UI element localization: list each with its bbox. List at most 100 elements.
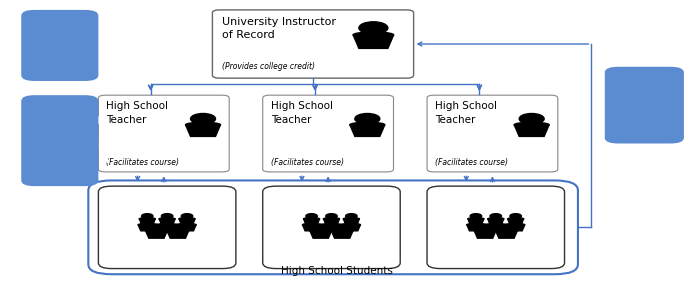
- Ellipse shape: [474, 230, 496, 232]
- Ellipse shape: [506, 224, 525, 226]
- Circle shape: [345, 219, 358, 224]
- Polygon shape: [167, 231, 188, 238]
- Ellipse shape: [324, 218, 339, 220]
- Ellipse shape: [350, 122, 385, 127]
- Ellipse shape: [467, 224, 485, 226]
- FancyBboxPatch shape: [99, 95, 229, 172]
- Ellipse shape: [179, 218, 195, 220]
- Ellipse shape: [178, 224, 196, 226]
- Circle shape: [325, 219, 338, 224]
- Ellipse shape: [310, 230, 331, 232]
- Circle shape: [335, 224, 350, 231]
- FancyBboxPatch shape: [213, 10, 413, 78]
- Polygon shape: [331, 231, 353, 238]
- FancyBboxPatch shape: [88, 181, 578, 274]
- Polygon shape: [350, 125, 385, 136]
- Text: Ongoing
support and
communication
with teachers: Ongoing support and communication with t…: [18, 21, 101, 70]
- Text: Finalized
assignments
submitted
to university: Finalized assignments submitted to unive…: [609, 80, 680, 130]
- Ellipse shape: [139, 218, 155, 220]
- Circle shape: [305, 219, 318, 224]
- Ellipse shape: [496, 230, 518, 232]
- Ellipse shape: [146, 230, 167, 232]
- Polygon shape: [139, 219, 155, 224]
- Polygon shape: [514, 125, 549, 136]
- FancyBboxPatch shape: [21, 95, 99, 186]
- Circle shape: [190, 113, 215, 124]
- Circle shape: [355, 113, 380, 124]
- Ellipse shape: [508, 218, 524, 220]
- Polygon shape: [474, 231, 496, 238]
- Text: High School
Teacher: High School Teacher: [106, 101, 168, 125]
- Ellipse shape: [514, 122, 549, 127]
- Ellipse shape: [342, 224, 360, 226]
- Circle shape: [161, 219, 174, 224]
- Polygon shape: [322, 225, 341, 231]
- Polygon shape: [506, 225, 525, 231]
- Text: High School Students: High School Students: [281, 266, 393, 276]
- Polygon shape: [324, 219, 339, 224]
- Circle shape: [149, 224, 164, 231]
- Polygon shape: [353, 35, 394, 49]
- FancyBboxPatch shape: [263, 95, 393, 172]
- Polygon shape: [178, 225, 196, 231]
- Circle shape: [490, 214, 502, 218]
- Circle shape: [161, 214, 173, 218]
- Circle shape: [489, 219, 502, 224]
- Circle shape: [313, 224, 328, 231]
- Polygon shape: [179, 219, 195, 224]
- Circle shape: [170, 224, 186, 231]
- Ellipse shape: [304, 218, 319, 220]
- Circle shape: [181, 219, 193, 224]
- Ellipse shape: [331, 230, 353, 232]
- Circle shape: [306, 214, 317, 218]
- Polygon shape: [138, 225, 157, 231]
- Circle shape: [469, 219, 482, 224]
- Polygon shape: [159, 219, 175, 224]
- Ellipse shape: [344, 218, 359, 220]
- Text: (Facilitates course): (Facilitates course): [270, 158, 344, 167]
- Ellipse shape: [322, 224, 341, 226]
- Polygon shape: [468, 219, 484, 224]
- Ellipse shape: [468, 218, 484, 220]
- Circle shape: [470, 214, 482, 218]
- Circle shape: [477, 224, 493, 231]
- Polygon shape: [186, 125, 221, 136]
- Ellipse shape: [158, 224, 176, 226]
- Polygon shape: [342, 225, 360, 231]
- Circle shape: [346, 214, 357, 218]
- FancyBboxPatch shape: [21, 10, 99, 81]
- Ellipse shape: [302, 224, 321, 226]
- Circle shape: [326, 214, 337, 218]
- Text: Students submit
work to high
school teacher for
initial assessment: Students submit work to high school teac…: [10, 116, 110, 166]
- Circle shape: [359, 22, 388, 34]
- Text: University Instructor
of Record: University Instructor of Record: [222, 17, 337, 40]
- Circle shape: [510, 214, 522, 218]
- Text: (Provides college credit): (Provides college credit): [222, 62, 315, 71]
- Circle shape: [181, 214, 193, 218]
- FancyBboxPatch shape: [427, 186, 564, 269]
- Polygon shape: [302, 225, 321, 231]
- FancyBboxPatch shape: [427, 95, 558, 172]
- Polygon shape: [486, 225, 505, 231]
- Polygon shape: [146, 231, 167, 238]
- Polygon shape: [467, 225, 485, 231]
- Text: High School
Teacher: High School Teacher: [435, 101, 497, 125]
- Ellipse shape: [486, 224, 505, 226]
- Ellipse shape: [186, 122, 221, 127]
- Circle shape: [141, 214, 153, 218]
- Polygon shape: [508, 219, 524, 224]
- Polygon shape: [496, 231, 518, 238]
- Circle shape: [499, 224, 514, 231]
- Polygon shape: [304, 219, 319, 224]
- FancyBboxPatch shape: [263, 186, 400, 269]
- Circle shape: [141, 219, 154, 224]
- FancyBboxPatch shape: [604, 67, 684, 144]
- Ellipse shape: [138, 224, 157, 226]
- Polygon shape: [310, 231, 331, 238]
- Text: (Facilitates course): (Facilitates course): [435, 158, 508, 167]
- Circle shape: [509, 219, 522, 224]
- Text: (Facilitates course): (Facilitates course): [106, 158, 179, 167]
- Circle shape: [519, 113, 544, 124]
- Ellipse shape: [167, 230, 188, 232]
- Polygon shape: [344, 219, 359, 224]
